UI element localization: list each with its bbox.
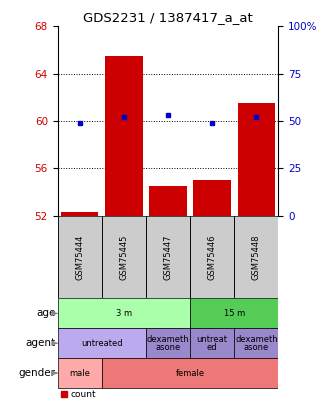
Bar — [190, 215, 234, 298]
Bar — [58, 215, 102, 298]
Bar — [190, 298, 278, 328]
Text: gender: gender — [18, 368, 55, 378]
Bar — [146, 215, 190, 298]
Title: GDS2231 / 1387417_a_at: GDS2231 / 1387417_a_at — [83, 11, 253, 24]
Bar — [58, 358, 102, 388]
Text: GSM75444: GSM75444 — [75, 234, 84, 280]
Text: GSM75448: GSM75448 — [252, 234, 261, 280]
Text: GSM75446: GSM75446 — [208, 234, 217, 280]
Bar — [149, 186, 187, 216]
Text: GSM75447: GSM75447 — [164, 234, 172, 280]
Text: 15 m: 15 m — [224, 309, 245, 318]
Text: dexameth
asone: dexameth asone — [235, 335, 278, 352]
Bar — [190, 328, 234, 358]
Bar — [58, 298, 190, 328]
Bar — [102, 358, 278, 388]
Bar — [237, 103, 275, 216]
Text: male: male — [69, 369, 90, 377]
Bar — [234, 328, 278, 358]
Bar — [105, 56, 143, 216]
Text: dexameth
asone: dexameth asone — [147, 335, 189, 352]
Text: agent: agent — [25, 338, 55, 348]
Bar — [58, 328, 146, 358]
Text: GSM75445: GSM75445 — [119, 234, 128, 280]
Bar — [61, 212, 99, 216]
Text: female: female — [175, 369, 205, 377]
Bar — [234, 215, 278, 298]
Text: age: age — [36, 309, 55, 318]
Bar — [146, 328, 190, 358]
Text: count: count — [71, 390, 96, 399]
Bar — [102, 215, 146, 298]
Text: 3 m: 3 m — [116, 309, 132, 318]
Bar — [193, 180, 231, 216]
Text: untreat
ed: untreat ed — [197, 335, 228, 352]
Text: untreated: untreated — [81, 339, 123, 348]
